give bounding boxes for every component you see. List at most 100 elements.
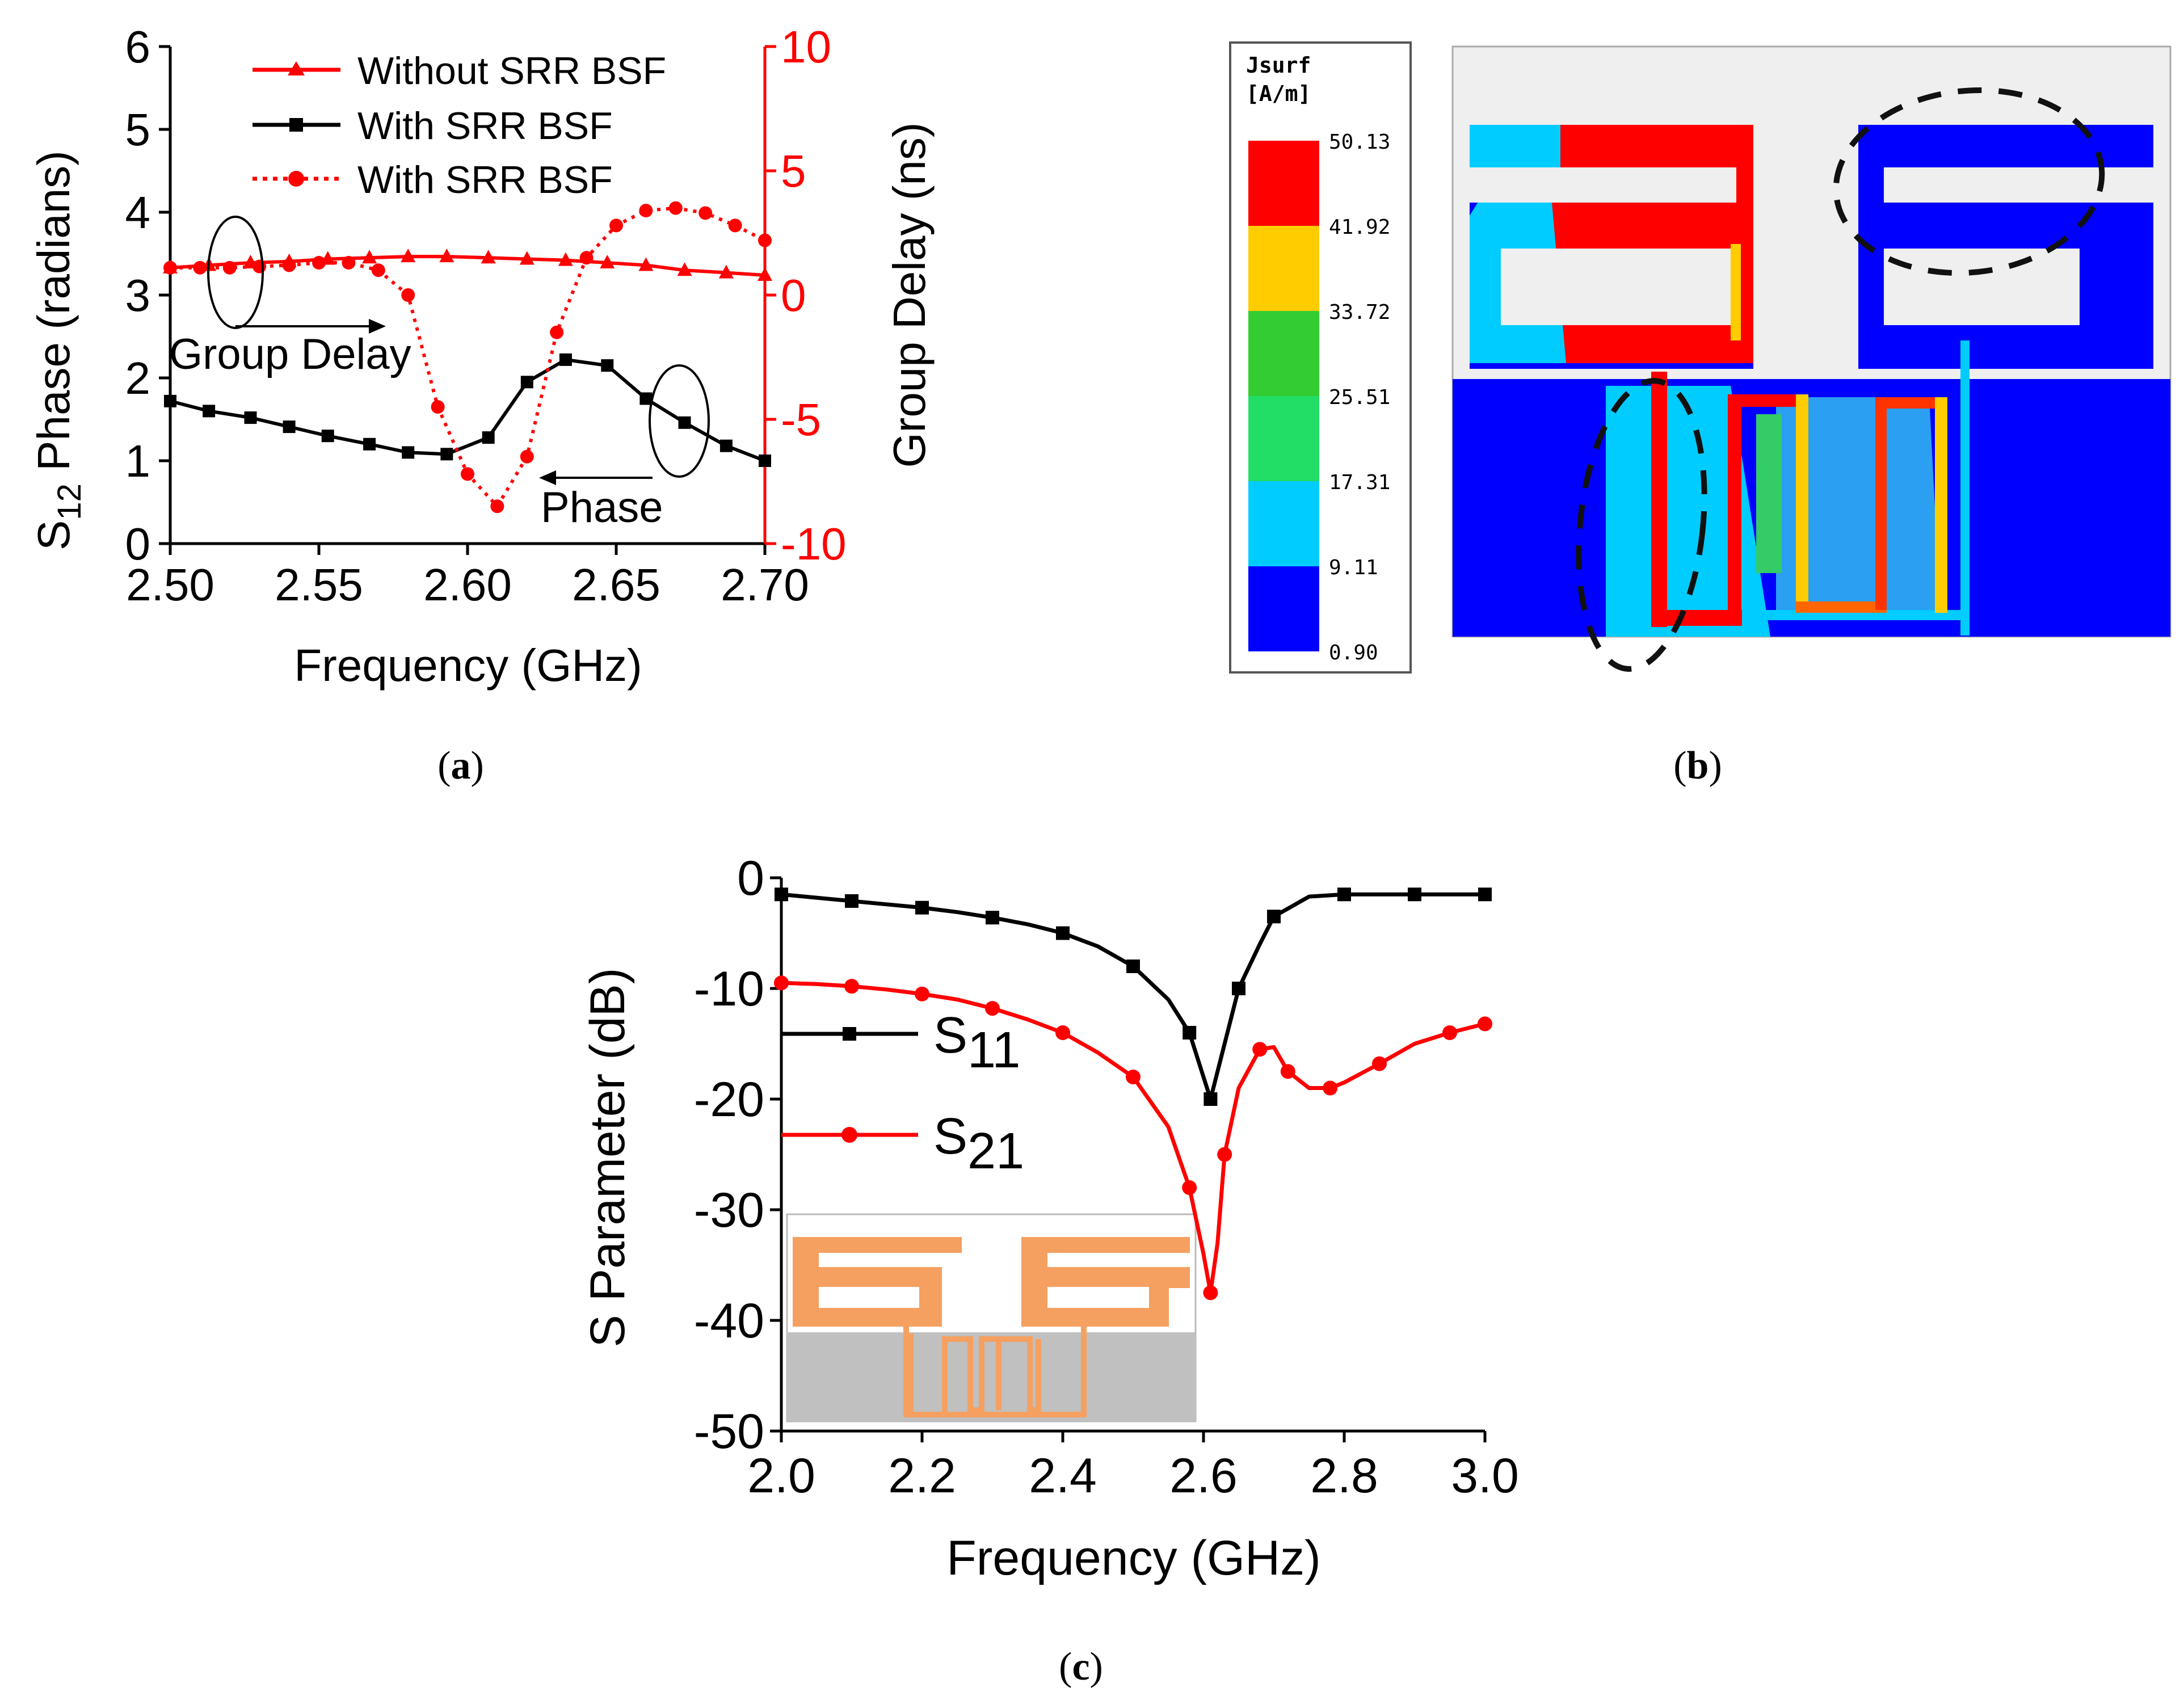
meander-seg-1 xyxy=(1728,397,1741,624)
filter-inset xyxy=(786,1213,1197,1423)
phase-arrow-head xyxy=(539,470,556,485)
panel-c-point xyxy=(1323,1080,1338,1096)
panel-a-ytick-label: 1 xyxy=(125,436,151,486)
panel-c-ytick-label: -30 xyxy=(694,1183,764,1238)
panel-a-xtick-label: 2.50 xyxy=(126,559,214,610)
panel-b: Jsurf [A/m] 50.13 41.92 33.72 25.51 17.31 9.1… xyxy=(1229,41,2172,788)
panel-c: 2.0 2.2 2.4 2.6 2.8 3.0 0 -10 -20 -30 -40 -50 S11 S… xyxy=(580,851,1519,1689)
panel-a-point xyxy=(363,437,376,451)
panel-a-point xyxy=(203,405,216,418)
group-delay-ellipse xyxy=(207,216,264,329)
panel-a-point xyxy=(728,218,742,233)
panel-a-point xyxy=(431,400,445,414)
legend-a-marker-2 xyxy=(289,118,303,132)
panel-a-point xyxy=(718,264,734,279)
panel-a-point xyxy=(482,431,495,444)
panel-a-point xyxy=(677,262,692,276)
legend-c-label-1: S11 xyxy=(933,1007,1020,1079)
panel-a-point xyxy=(559,353,572,366)
panel-c-xtick-label: 2.8 xyxy=(1310,1449,1378,1503)
colorbar-value: 0.90 xyxy=(1329,641,1378,664)
panel-a-xtick-label: 2.70 xyxy=(721,559,809,610)
panel-a-ytick-label: 3 xyxy=(125,270,151,321)
panel-a-xlabel: Frequency (GHz) xyxy=(294,640,642,691)
panel-c-ytick-label: -50 xyxy=(694,1404,764,1459)
panel-c-xtick-label: 2.4 xyxy=(1029,1449,1097,1503)
legend-a-label-3: With SRR BSF xyxy=(357,158,613,201)
panel-c-point xyxy=(986,911,999,925)
panel-c-point xyxy=(985,1001,1000,1016)
panel-a-point xyxy=(282,258,296,272)
panel-a-point xyxy=(638,257,654,271)
panel-a-y2tick-label: 10 xyxy=(781,22,831,72)
panel-c-point xyxy=(1126,1070,1141,1084)
meander-seg-3 xyxy=(1796,394,1808,610)
left-srr-top-arm-left xyxy=(1470,125,1560,167)
right-srr xyxy=(1858,125,2153,369)
panel-a-y2tick-label: -10 xyxy=(781,519,847,569)
panel-c-point xyxy=(1442,1025,1457,1040)
panel-a-xtick-label: 2.60 xyxy=(423,559,512,610)
panel-c-point xyxy=(1183,1026,1197,1040)
panel-c-xtick-label: 2.2 xyxy=(888,1449,956,1503)
phase-ellipse xyxy=(649,364,710,478)
meander-seg-6 xyxy=(1875,397,1946,409)
colorbar-value: 33.72 xyxy=(1329,301,1390,324)
group-delay-label: Group Delay xyxy=(169,330,411,378)
inset-right-srr xyxy=(1021,1237,1190,1327)
panel-a-point xyxy=(759,455,771,467)
panel-a-point xyxy=(550,325,564,339)
colorbar-value: 25.51 xyxy=(1329,386,1390,409)
panel-a-point xyxy=(719,439,733,452)
panel-c-legend: S11 S21 xyxy=(781,1007,1024,1180)
panel-c-point xyxy=(1056,926,1070,940)
panel-c-point xyxy=(845,894,859,908)
panel-a-point xyxy=(520,449,534,464)
panel-a-legend: Without SRR BSF With SRR BSF With SRR BS… xyxy=(253,49,666,201)
ground-current-spread-2 xyxy=(1776,397,1941,618)
panel-a-point xyxy=(639,204,653,218)
panel-a-point xyxy=(668,201,683,215)
meander-seg-4 xyxy=(1796,601,1887,613)
panel-a-point xyxy=(639,392,653,405)
panel-c-xtick-label: 2.0 xyxy=(747,1449,815,1503)
meander-bottom xyxy=(1651,610,1742,626)
panel-a-point xyxy=(371,263,385,277)
panel-a-ytick-label: 0 xyxy=(125,519,151,569)
panel-a-point xyxy=(164,394,176,407)
legend-c-marker-2 xyxy=(841,1127,857,1143)
legend-a-label-1: Without SRR BSF xyxy=(357,49,666,92)
legend-a-label-2: With SRR BSF xyxy=(357,104,613,148)
left-srr-slot-2 xyxy=(1501,249,1736,325)
legend-a-marker-3 xyxy=(288,171,304,187)
panel-a-point xyxy=(401,288,415,302)
panel-a-point xyxy=(362,250,377,264)
panel-c-ytick-label: -10 xyxy=(694,962,764,1016)
colorbar: 50.13 41.92 33.72 25.51 17.31 9.11 0.90 xyxy=(1248,131,1390,664)
panel-c-point xyxy=(1372,1056,1387,1071)
panel-c-point xyxy=(844,979,859,994)
panel-c-point xyxy=(1267,910,1281,924)
panel-a-y2tick-label: 0 xyxy=(781,270,806,321)
group-delay-arrow-head xyxy=(369,319,386,334)
panel-c-point xyxy=(1232,982,1245,995)
panel-a-ytick-label: 2 xyxy=(125,353,151,403)
panel-a-y2tick-label: -5 xyxy=(781,394,821,445)
panel-c-xtick-label: 2.6 xyxy=(1169,1449,1238,1503)
panel-a-ticks: 2.50 2.55 2.60 2.65 2.70 0 1 2 3 4 5 6 -10 -5 0 5 10 xyxy=(125,22,847,610)
panel-c-point xyxy=(1478,1016,1492,1032)
meander-inner-green xyxy=(1756,414,1782,573)
colorbar-value: 9.11 xyxy=(1329,556,1378,579)
panel-a-point xyxy=(601,359,614,372)
right-srr-slot-1 xyxy=(1884,167,2153,203)
panel-a-point xyxy=(520,376,533,389)
right-srr-slot-2 xyxy=(1884,249,2080,325)
panel-c-point xyxy=(1055,1025,1070,1040)
panel-c-label: (c) xyxy=(1059,1645,1103,1689)
panel-c-point xyxy=(1337,887,1351,902)
panel-b-label: (b) xyxy=(1673,744,1722,788)
panel-a-point xyxy=(558,252,573,266)
panel-a-point xyxy=(609,218,623,233)
colorbar-swatch xyxy=(1248,311,1319,396)
